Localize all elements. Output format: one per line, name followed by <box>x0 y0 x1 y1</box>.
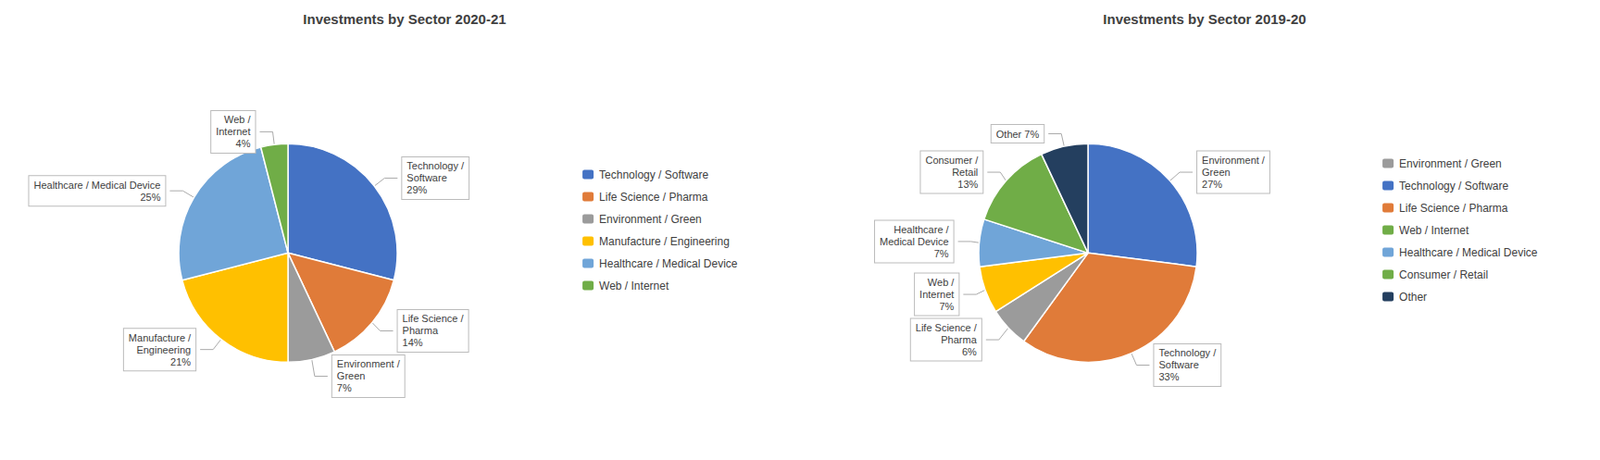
svg-text:Software: Software <box>1158 359 1199 371</box>
svg-text:Other: Other <box>1399 290 1427 304</box>
svg-text:Retail: Retail <box>951 166 978 178</box>
svg-text:Healthcare /: Healthcare / <box>893 224 950 236</box>
svg-text:Life Science /: Life Science / <box>915 322 978 334</box>
svg-text:Web / Internet: Web / Internet <box>599 279 670 293</box>
svg-text:Investments by Sector 2020-21: Investments by Sector 2020-21 <box>302 11 506 27</box>
svg-text:Web /: Web / <box>927 276 955 288</box>
svg-text:Manufacture /: Manufacture / <box>128 332 192 344</box>
svg-text:Environment /: Environment / <box>1201 154 1266 166</box>
svg-text:Pharma: Pharma <box>402 325 439 337</box>
svg-text:Environment / Green: Environment / Green <box>1399 157 1502 171</box>
svg-text:Life Science / Pharma: Life Science / Pharma <box>599 190 709 204</box>
svg-text:Other 7%: Other 7% <box>996 128 1040 140</box>
svg-text:Healthcare / Medical Device: Healthcare / Medical Device <box>33 179 161 191</box>
svg-text:Life Science / Pharma: Life Science / Pharma <box>1399 201 1509 215</box>
svg-text:4%: 4% <box>236 137 251 150</box>
svg-text:Technology / Software: Technology / Software <box>599 168 709 182</box>
svg-text:Internet: Internet <box>215 125 250 138</box>
svg-text:Environment /: Environment / <box>337 358 401 370</box>
svg-text:Environment / Green: Environment / Green <box>599 212 702 226</box>
svg-text:27%: 27% <box>1201 178 1223 190</box>
svg-text:Green: Green <box>1201 166 1231 178</box>
svg-text:Manufacture / Engineering: Manufacture / Engineering <box>599 235 730 249</box>
svg-text:Technology /: Technology / <box>1158 347 1217 359</box>
svg-text:Software: Software <box>406 172 447 184</box>
svg-text:Green: Green <box>337 370 366 382</box>
svg-text:Consumer / Retail: Consumer / Retail <box>1399 268 1488 282</box>
svg-text:33%: 33% <box>1158 371 1179 383</box>
svg-text:13%: 13% <box>957 178 978 190</box>
svg-text:Healthcare / Medical Device: Healthcare / Medical Device <box>599 257 738 271</box>
svg-text:Technology /: Technology / <box>406 160 465 172</box>
svg-text:Life Science /: Life Science / <box>402 312 465 325</box>
svg-text:Internet: Internet <box>919 288 954 300</box>
svg-text:Healthcare / Medical Device: Healthcare / Medical Device <box>1399 246 1538 260</box>
svg-text:21%: 21% <box>170 356 191 368</box>
svg-text:6%: 6% <box>962 346 977 358</box>
svg-text:14%: 14% <box>402 337 424 349</box>
svg-text:25%: 25% <box>139 191 161 203</box>
svg-text:Consumer /: Consumer / <box>925 154 979 166</box>
svg-text:Web / Internet: Web / Internet <box>1399 224 1470 238</box>
svg-text:7%: 7% <box>938 300 954 313</box>
svg-text:Engineering: Engineering <box>136 344 191 356</box>
svg-text:29%: 29% <box>406 184 427 196</box>
svg-text:Pharma: Pharma <box>940 334 977 346</box>
svg-text:Technology / Software: Technology / Software <box>1399 179 1509 193</box>
svg-text:7%: 7% <box>337 382 352 394</box>
svg-text:7%: 7% <box>934 248 950 260</box>
svg-text:Medical Device: Medical Device <box>879 236 950 248</box>
svg-text:Investments by Sector 2019-20: Investments by Sector 2019-20 <box>1102 11 1306 27</box>
svg-text:Web /: Web / <box>224 113 251 125</box>
